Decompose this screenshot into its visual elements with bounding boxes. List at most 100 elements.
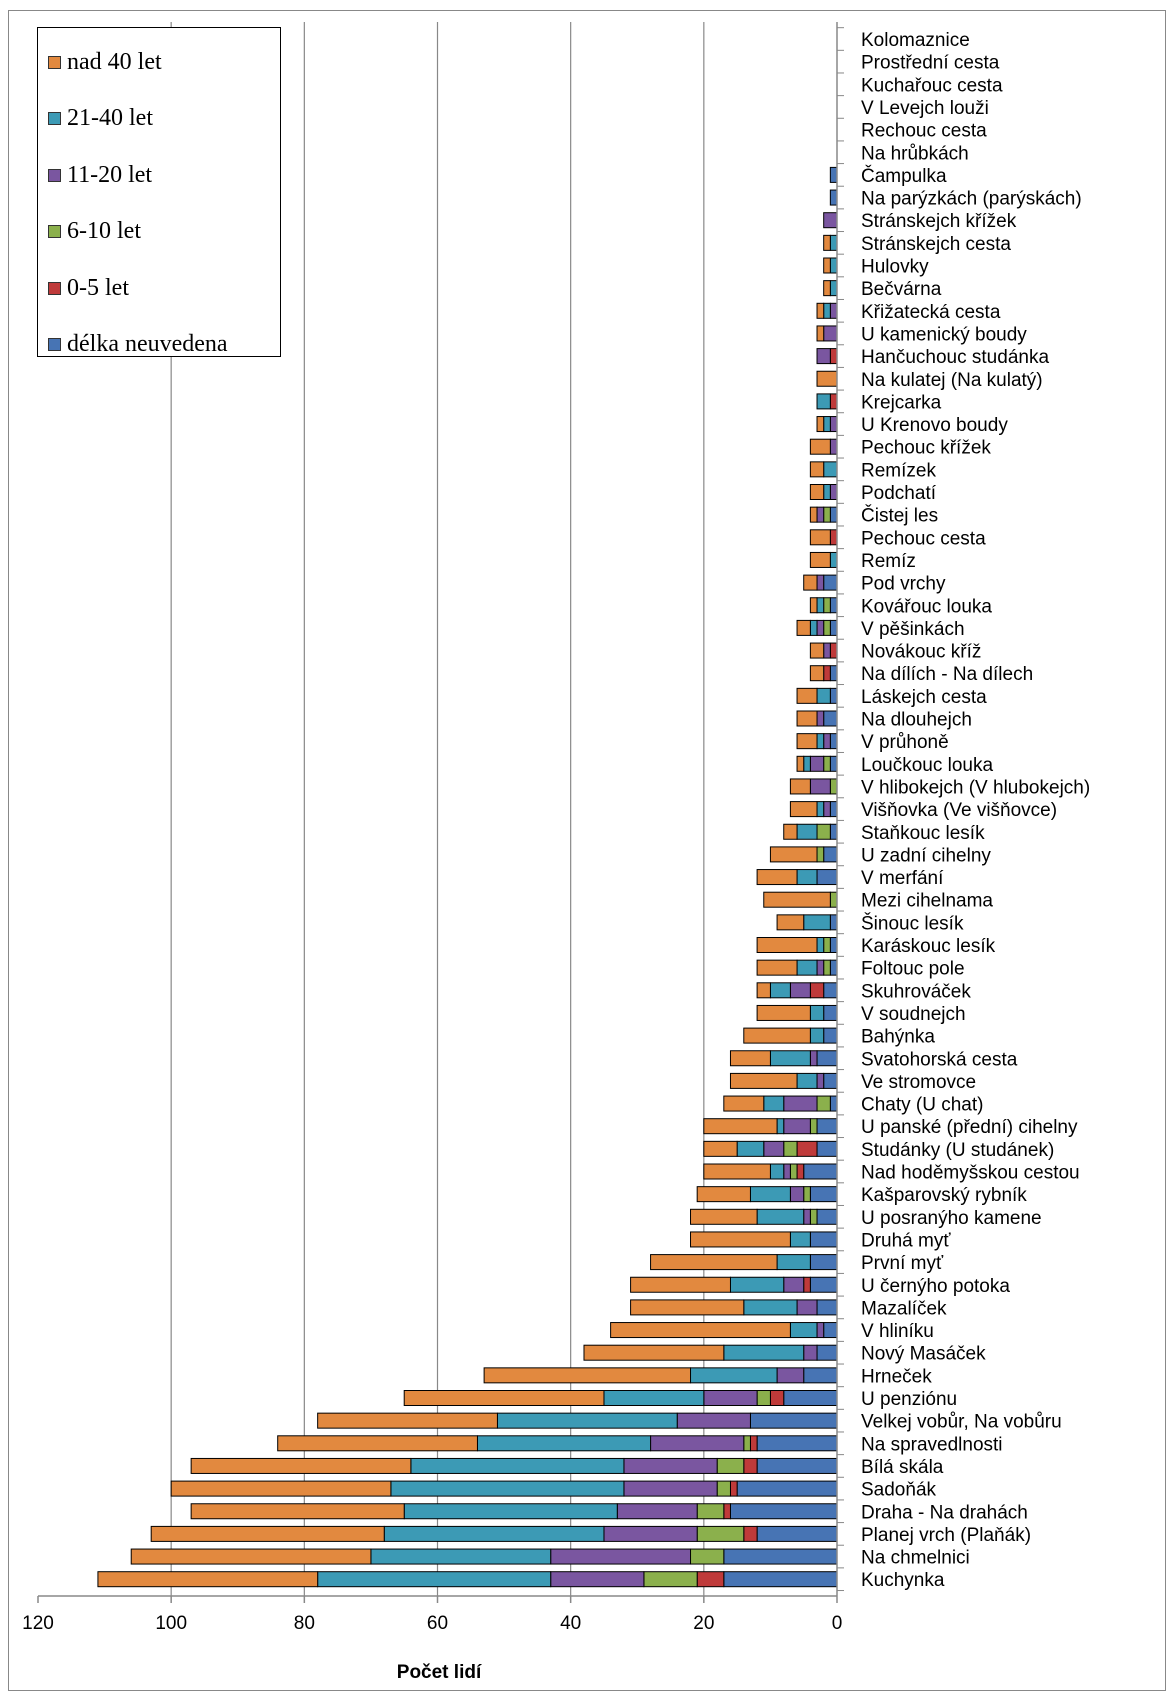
category-label: Podchatí [861, 483, 937, 504]
legend-swatch [48, 168, 61, 182]
bar-segment [829, 914, 838, 931]
legend-label: 6-10 let [67, 218, 141, 245]
bar-segment [703, 1118, 778, 1135]
bar-segment [829, 416, 838, 433]
bar-segment [829, 506, 838, 523]
category-label: Studánky (U studánek) [861, 1140, 1054, 1161]
legend-swatch [48, 338, 61, 352]
bar-segment [823, 506, 831, 523]
bar-segment [729, 1276, 785, 1293]
bar-segment [829, 733, 838, 750]
x-axis-title: Počet lidí [397, 1662, 482, 1683]
bar-segment [809, 461, 825, 478]
bar-segment [803, 914, 831, 931]
bar-segment [743, 1027, 811, 1044]
category-label: Na kulatej (Na kulatý) [861, 370, 1043, 391]
bar-segment [756, 1208, 805, 1225]
x-tick-label: 120 [22, 1613, 54, 1634]
bar-segment [829, 619, 838, 636]
bar-segment [816, 846, 825, 863]
bar-segment [829, 959, 838, 976]
bar-segment [809, 1027, 825, 1044]
legend-label: délka neuvedena [67, 331, 228, 358]
category-label: Hrneček [861, 1366, 932, 1387]
bar-segment [823, 1072, 838, 1089]
category-label: Kovářouc louka [861, 596, 992, 617]
bar-segment [829, 484, 838, 500]
category-label: V pěšinkách [861, 619, 965, 640]
bar-segment [823, 1322, 838, 1339]
bar-segment [776, 1118, 785, 1135]
bar-segment [150, 1525, 385, 1542]
bar-segment [703, 1390, 758, 1406]
category-label: Mezi cihelnama [861, 891, 993, 912]
category-label: V hlibokejch (V hlubokejch) [861, 777, 1090, 798]
category-label: Novákouc kříž [861, 642, 981, 663]
bar-segment [796, 869, 818, 886]
bar-segment [829, 778, 838, 795]
bar-segment [763, 1095, 785, 1112]
bar-segment [796, 959, 818, 976]
legend-swatch [48, 281, 61, 295]
bar-segment [816, 393, 831, 410]
category-label: V průhoně [861, 732, 949, 753]
bar-segment [816, 506, 825, 523]
bar-segment [809, 982, 825, 999]
bar-segment [816, 1322, 825, 1339]
legend-label: nad 40 let [67, 48, 162, 75]
category-label: V soudnejch [861, 1004, 966, 1025]
bar-segment [803, 755, 811, 772]
bar-segment [809, 529, 831, 546]
bar-segment [816, 937, 825, 953]
bar-segment [809, 1118, 818, 1135]
bar-segment [816, 1050, 838, 1067]
bar-segment [390, 1480, 625, 1497]
category-label: Draha - Na drahách [861, 1502, 1028, 1523]
category-label: Sadoňák [861, 1480, 937, 1501]
bar-segment [829, 348, 838, 365]
category-label: Stránskejch křížek [861, 211, 1017, 232]
bar-segment [476, 1435, 652, 1452]
bar-segment [756, 1004, 811, 1021]
bar-segment [809, 1004, 825, 1021]
bar-segment [823, 619, 831, 636]
x-tick-label: 100 [155, 1613, 187, 1634]
bar-segment [789, 982, 811, 999]
category-label: V Levejch louži [861, 98, 989, 119]
bar-segment [816, 1072, 825, 1089]
category-label: Krejcarka [861, 392, 942, 413]
category-label: U posranýho kamene [861, 1208, 1042, 1229]
bar-segment [729, 1050, 771, 1067]
bar-segment [829, 393, 838, 410]
bar-segment [650, 1435, 745, 1452]
bar-segment [769, 982, 791, 999]
bar-segment [823, 665, 831, 682]
bar-segment [829, 166, 838, 183]
bar-segment [829, 302, 838, 319]
category-label: Velkej vobůr, Na vobůru [861, 1412, 1062, 1433]
bar-segment [829, 823, 838, 840]
bar-segment [816, 619, 825, 636]
legend-item: 6-10 let [38, 204, 280, 261]
bar-segment [723, 1503, 731, 1520]
category-label: Na chmelnici [861, 1548, 970, 1569]
bar-segment [816, 823, 831, 840]
category-label: Bečvárna [861, 279, 942, 300]
category-label: Svatohorská cesta [861, 1049, 1018, 1070]
bar-segment [696, 1571, 725, 1588]
bar-segment [317, 1571, 552, 1588]
bar-segment [743, 1525, 758, 1542]
bar-segment [803, 1208, 811, 1225]
bar-segment [809, 438, 831, 455]
bar-segment [736, 1480, 838, 1497]
bar-segment [809, 1050, 818, 1067]
bar-segment [690, 1231, 791, 1248]
bar-segment [550, 1548, 692, 1565]
bar-segment [610, 1322, 791, 1339]
bar-segment [803, 1163, 838, 1180]
category-label: Karáskouc lesík [861, 936, 996, 957]
bar-segment [816, 302, 825, 319]
category-label: Čampulka [861, 165, 947, 187]
bar-segment [816, 959, 825, 976]
